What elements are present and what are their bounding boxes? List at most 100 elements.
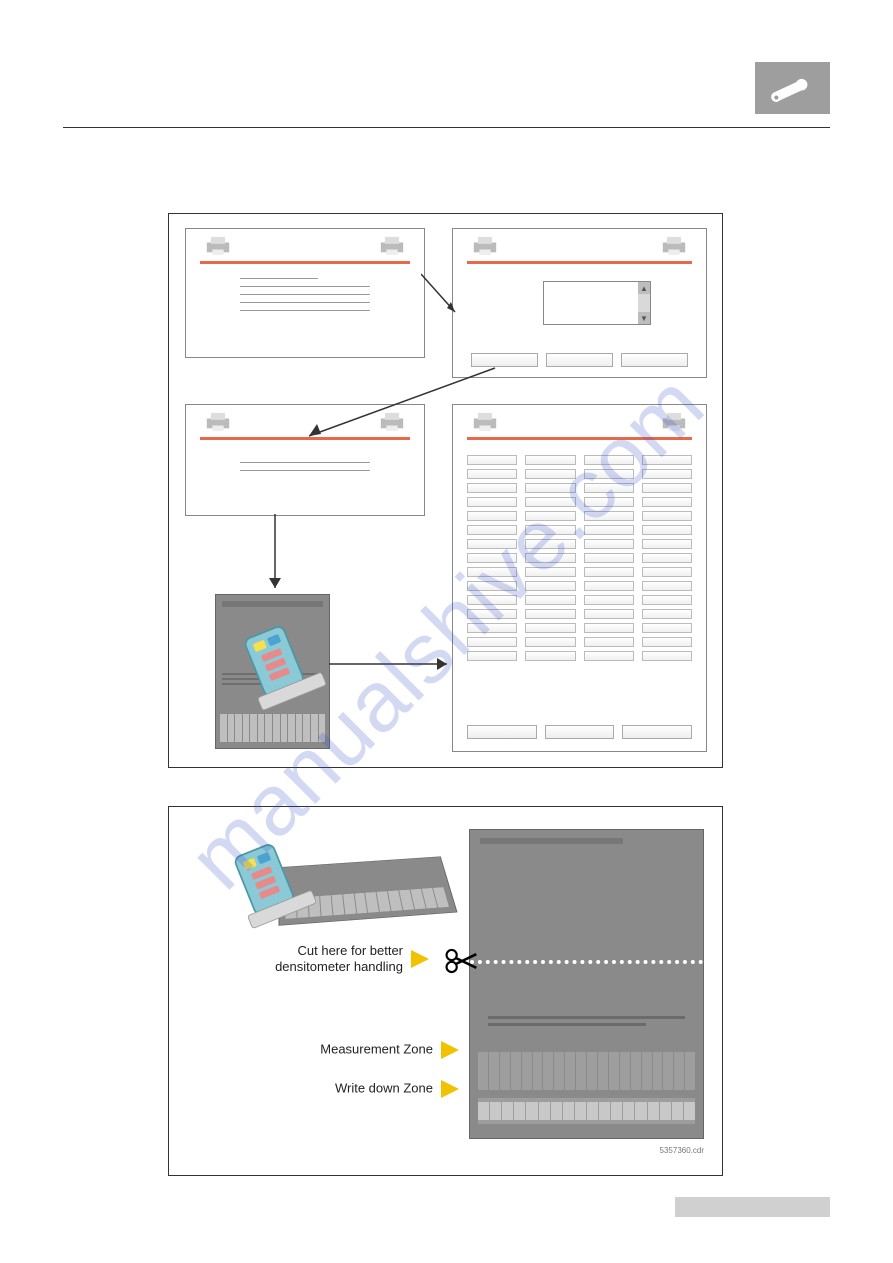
value-cell[interactable] [584, 539, 634, 549]
value-cell[interactable] [525, 609, 575, 619]
value-cell[interactable] [584, 595, 634, 605]
value-cell[interactable] [584, 497, 634, 507]
value-grid [467, 455, 692, 711]
dialog-button[interactable] [621, 353, 688, 367]
wrench-icon [768, 73, 818, 103]
value-cell[interactable] [525, 553, 575, 563]
value-cell[interactable] [467, 469, 517, 479]
value-cell[interactable] [642, 553, 692, 563]
callout-write-text: Write down Zone [335, 1080, 433, 1095]
value-cell[interactable] [467, 623, 517, 633]
dialog-button[interactable] [467, 725, 537, 739]
value-cell[interactable] [584, 651, 634, 661]
scissors-icon [444, 947, 478, 975]
value-cell[interactable] [525, 525, 575, 535]
scroll-up-icon[interactable]: ▲ [638, 282, 650, 294]
value-cell[interactable] [525, 581, 575, 591]
value-cell[interactable] [525, 623, 575, 633]
value-cell[interactable] [467, 651, 517, 661]
value-cell[interactable] [642, 511, 692, 521]
value-cell[interactable] [642, 567, 692, 577]
value-cell[interactable] [525, 511, 575, 521]
dialog-button[interactable] [545, 725, 615, 739]
value-cell[interactable] [642, 623, 692, 633]
footer-page-bar [675, 1197, 830, 1217]
value-cell[interactable] [525, 455, 575, 465]
value-cell[interactable] [642, 581, 692, 591]
value-cell[interactable] [467, 553, 517, 563]
dialog-button[interactable] [471, 353, 538, 367]
value-cell[interactable] [467, 595, 517, 605]
value-cell[interactable] [467, 483, 517, 493]
value-cell[interactable] [525, 497, 575, 507]
accent-divider [200, 261, 410, 264]
value-cell[interactable] [584, 469, 634, 479]
header-wrench-badge [755, 62, 830, 114]
value-cell[interactable] [642, 539, 692, 549]
value-cell[interactable] [584, 609, 634, 619]
value-cell[interactable] [525, 539, 575, 549]
value-cell[interactable] [525, 567, 575, 577]
accent-divider [200, 437, 410, 440]
printer-icon [660, 235, 688, 257]
value-cell[interactable] [467, 581, 517, 591]
value-cell[interactable] [467, 567, 517, 577]
measurement-zone [478, 1052, 695, 1090]
arrow-right-icon [441, 1041, 459, 1059]
value-cell[interactable] [525, 483, 575, 493]
value-cell[interactable] [584, 511, 634, 521]
value-cell[interactable] [642, 469, 692, 479]
screen-confirm [185, 404, 425, 516]
value-cell[interactable] [525, 637, 575, 647]
write-down-zone [478, 1098, 695, 1124]
value-cell[interactable] [467, 539, 517, 549]
accent-divider [467, 261, 692, 264]
value-cell[interactable] [584, 623, 634, 633]
value-cell[interactable] [642, 497, 692, 507]
printer-icon [378, 411, 406, 433]
value-cell[interactable] [642, 651, 692, 661]
printer-icon [204, 235, 232, 257]
screen-intro [185, 228, 425, 358]
value-cell[interactable] [584, 455, 634, 465]
value-cell[interactable] [584, 637, 634, 647]
value-cell[interactable] [467, 525, 517, 535]
value-cell[interactable] [642, 455, 692, 465]
printer-icon [471, 235, 499, 257]
value-cell[interactable] [584, 553, 634, 563]
value-cell[interactable] [642, 637, 692, 647]
cut-line [470, 960, 703, 964]
header-divider [63, 127, 830, 128]
value-cell[interactable] [584, 483, 634, 493]
callout-write: Write down Zone [229, 1080, 459, 1098]
value-cell[interactable] [584, 567, 634, 577]
dialog-button[interactable] [622, 725, 692, 739]
screen-values [452, 404, 707, 752]
value-cell[interactable] [525, 651, 575, 661]
value-cell[interactable] [584, 525, 634, 535]
value-cell[interactable] [467, 637, 517, 647]
dialog-button[interactable] [546, 353, 613, 367]
value-cell[interactable] [642, 483, 692, 493]
select-listbox[interactable]: ▲ ▼ [543, 281, 651, 325]
accent-divider [467, 437, 692, 440]
scroll-down-icon[interactable]: ▼ [638, 312, 650, 324]
value-cell[interactable] [642, 525, 692, 535]
value-cell[interactable] [467, 511, 517, 521]
value-cell[interactable] [642, 595, 692, 605]
flow-arrow [329, 654, 455, 674]
printer-icon [204, 411, 232, 433]
figure-strip-detail: Cut here for better densitometer handlin… [168, 806, 723, 1176]
placeholder-text [240, 462, 371, 471]
value-cell[interactable] [642, 609, 692, 619]
figure-id: 5357360.cdr [660, 1146, 704, 1155]
scrollbar[interactable]: ▲ ▼ [638, 282, 650, 324]
value-cell[interactable] [467, 609, 517, 619]
value-cell[interactable] [467, 455, 517, 465]
callout-measure-text: Measurement Zone [320, 1041, 433, 1056]
value-cell[interactable] [525, 469, 575, 479]
value-cell[interactable] [584, 581, 634, 591]
value-cell[interactable] [525, 595, 575, 605]
callout-cut: Cut here for better densitometer handlin… [199, 943, 429, 976]
value-cell[interactable] [467, 497, 517, 507]
